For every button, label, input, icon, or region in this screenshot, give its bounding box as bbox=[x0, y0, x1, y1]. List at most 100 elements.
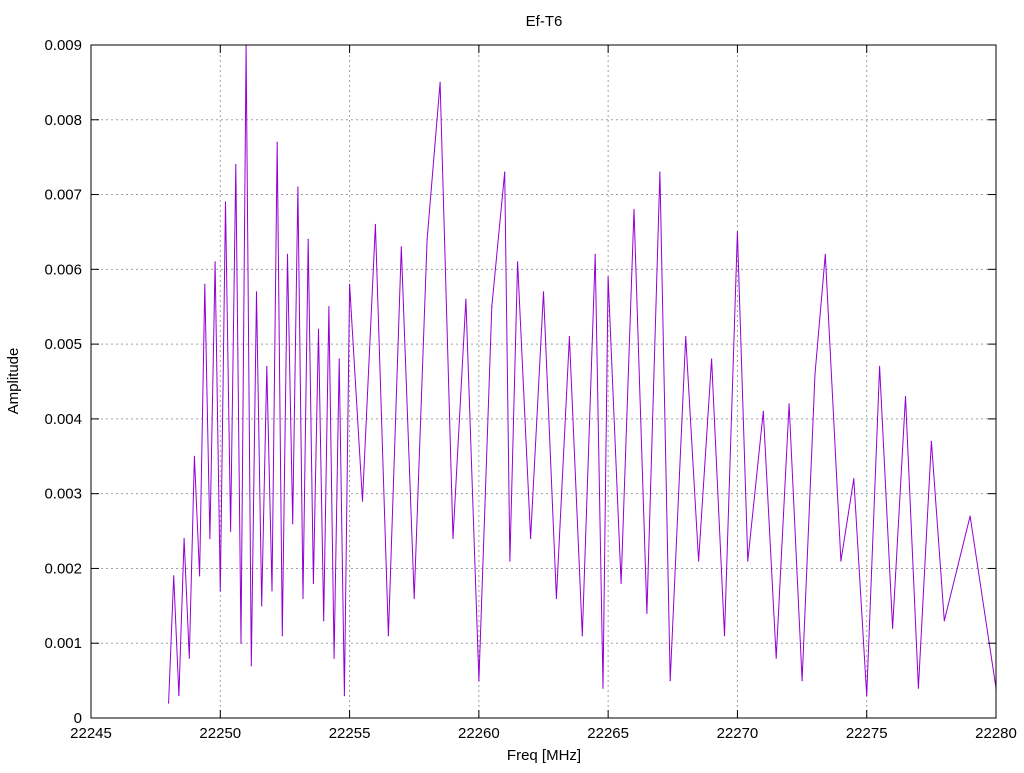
data-point bbox=[297, 186, 299, 188]
y-tick-label: 0.008 bbox=[44, 112, 82, 129]
data-point bbox=[271, 590, 273, 592]
data-point bbox=[328, 306, 330, 308]
data-point bbox=[747, 560, 749, 562]
data-point bbox=[235, 164, 237, 166]
data-point bbox=[723, 635, 726, 637]
y-tick-label: 0.009 bbox=[44, 37, 82, 54]
data-point bbox=[333, 657, 335, 659]
y-tick-label: 0.004 bbox=[44, 411, 82, 428]
data-point bbox=[685, 336, 687, 338]
data-point bbox=[866, 695, 868, 697]
data-point bbox=[917, 687, 920, 689]
data-point bbox=[555, 597, 558, 600]
data-point bbox=[824, 253, 826, 255]
data-point bbox=[168, 702, 170, 704]
data-point bbox=[178, 695, 180, 697]
data-point bbox=[814, 373, 816, 375]
data-point bbox=[349, 283, 351, 285]
data-point bbox=[602, 687, 604, 689]
data-point bbox=[801, 680, 803, 682]
data-point bbox=[338, 358, 340, 360]
data-point bbox=[542, 291, 545, 293]
y-axis-title: Amplitude bbox=[5, 348, 22, 415]
data-point bbox=[879, 365, 881, 368]
data-point bbox=[292, 523, 294, 525]
data-point bbox=[214, 261, 216, 263]
data-point bbox=[969, 515, 971, 517]
data-point bbox=[491, 306, 493, 308]
amplitude-series-line bbox=[168, 44, 997, 704]
data-point bbox=[775, 657, 777, 659]
x-tick-label: 22270 bbox=[717, 725, 759, 742]
data-point bbox=[943, 620, 945, 622]
data-point bbox=[607, 276, 609, 278]
x-tick-label: 22280 bbox=[975, 725, 1017, 742]
y-tick-label: 0.005 bbox=[44, 336, 82, 353]
data-point bbox=[199, 575, 201, 577]
data-point bbox=[452, 537, 454, 540]
data-point bbox=[266, 365, 268, 368]
data-point bbox=[302, 597, 304, 600]
data-point bbox=[183, 537, 185, 540]
data-point bbox=[517, 261, 519, 263]
data-point bbox=[230, 530, 232, 532]
data-point bbox=[426, 238, 428, 240]
data-point bbox=[633, 208, 635, 211]
data-point bbox=[400, 246, 402, 248]
data-point bbox=[276, 141, 278, 143]
data-point bbox=[312, 582, 314, 585]
data-point bbox=[255, 291, 258, 293]
data-point bbox=[281, 635, 283, 637]
data-point bbox=[219, 590, 221, 592]
x-tick-label: 22260 bbox=[458, 725, 500, 742]
plot-frame bbox=[90, 44, 997, 719]
data-point bbox=[659, 171, 661, 173]
data-point bbox=[465, 298, 467, 300]
data-point bbox=[317, 328, 320, 330]
data-point bbox=[439, 81, 441, 83]
y-tick-label: 0.003 bbox=[44, 486, 82, 503]
data-point bbox=[736, 231, 739, 233]
data-point bbox=[250, 665, 252, 667]
data-point bbox=[286, 253, 289, 255]
data-point bbox=[930, 440, 933, 442]
data-point bbox=[840, 560, 842, 562]
x-tick-label: 22265 bbox=[587, 725, 629, 742]
data-point bbox=[193, 455, 195, 457]
data-point bbox=[509, 560, 511, 562]
data-point bbox=[224, 201, 227, 203]
y-tick-label: 0 bbox=[74, 710, 82, 727]
x-axis-title: Freq [MHz] bbox=[507, 747, 581, 764]
data-point bbox=[478, 680, 480, 682]
data-point bbox=[204, 283, 206, 285]
y-tick-label: 0.002 bbox=[44, 560, 82, 577]
data-point bbox=[594, 253, 596, 255]
data-point bbox=[568, 336, 571, 338]
data-point bbox=[307, 238, 309, 240]
data-point bbox=[853, 478, 855, 480]
y-tick-label: 0.007 bbox=[44, 187, 82, 204]
data-point bbox=[530, 537, 532, 540]
tick-layer: 22245 22250 22255 22260 22265 22270 22275 22280… bbox=[44, 37, 1016, 742]
data-point bbox=[261, 605, 263, 607]
x-tick-label: 22245 bbox=[70, 725, 112, 742]
data-point bbox=[188, 657, 190, 659]
data-point bbox=[361, 500, 364, 502]
data-point bbox=[762, 410, 764, 412]
data-point bbox=[698, 560, 700, 562]
data-point bbox=[788, 403, 790, 405]
data-point bbox=[173, 575, 175, 577]
x-tick-label: 22255 bbox=[329, 725, 371, 742]
data-point bbox=[374, 223, 376, 226]
chart-title: Ef-T6 bbox=[526, 13, 563, 30]
data-point bbox=[343, 695, 345, 697]
data-point bbox=[209, 537, 211, 540]
data-point bbox=[620, 582, 622, 585]
data-point bbox=[581, 635, 583, 637]
series-layer bbox=[168, 44, 997, 704]
y-tick-label: 0.001 bbox=[44, 635, 82, 652]
data-point bbox=[504, 171, 506, 173]
y-tick-label: 0.006 bbox=[44, 261, 82, 278]
